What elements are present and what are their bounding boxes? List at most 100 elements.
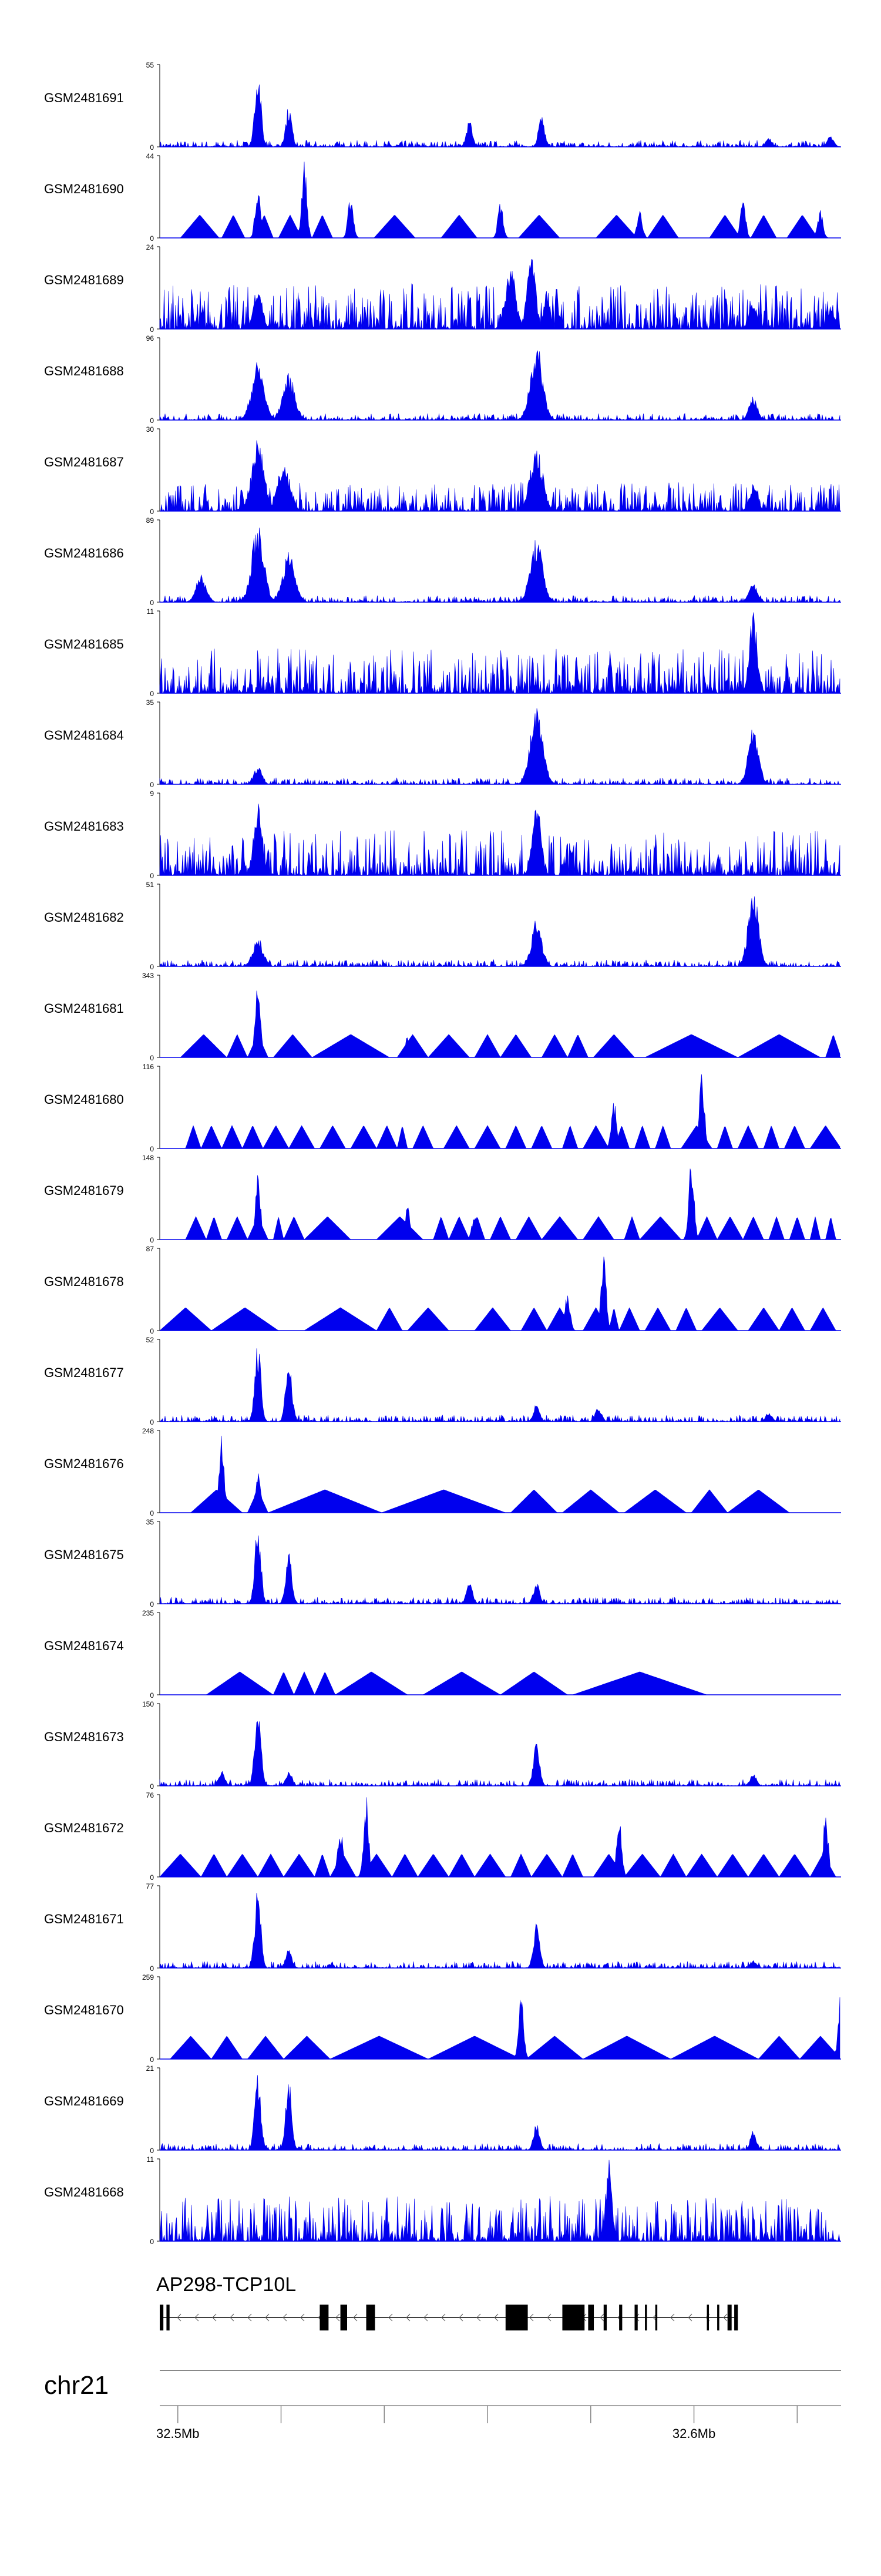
y-tick-label: 0 [150,1054,154,1062]
y-tick-label: 0 [150,143,154,152]
coverage-area [160,162,840,239]
strand-arrow [335,2313,340,2322]
strand-arrow [265,2313,270,2322]
y-tick-label: 0 [150,599,154,607]
track-label: GSM2481669 [44,2094,124,2108]
y-tick-label: 0 [150,1691,154,1700]
coverage-area [159,1348,840,1423]
strand-arrow [600,2313,604,2322]
y-tick-label: 52 [146,1336,154,1344]
y-tick-label: 0 [150,1782,154,1791]
y-tick-label: 9 [150,790,154,798]
y-tick-label: 35 [146,698,154,707]
strand-arrow [688,2313,692,2322]
y-tick-label: 21 [146,2064,154,2073]
gene-exon [588,2305,594,2330]
strand-arrow [723,2313,728,2322]
strand-arrow [353,2313,358,2322]
track-label: GSM2481689 [44,273,124,287]
strand-arrow [177,2313,181,2322]
coverage-area [159,1721,840,1787]
chromosome-label: chr21 [44,2371,109,2400]
track-label: GSM2481671 [44,1912,124,1926]
gene-exon [655,2305,658,2330]
track-label: GSM2481680 [44,1092,124,1107]
y-tick-label: 0 [150,1873,154,1882]
coverage-area [160,990,840,1058]
track-label: GSM2481674 [44,1638,124,1653]
y-tick-label: 87 [146,1245,154,1253]
track-label: GSM2481672 [44,1821,124,1835]
track-label: GSM2481684 [44,728,124,743]
coverage-area [159,896,840,968]
strand-arrow [547,2313,552,2322]
coverage-area [159,1257,840,1331]
gene-exon [634,2305,638,2330]
coverage-area [159,1893,840,1969]
strand-arrow [247,2313,252,2322]
coverage-area [160,1168,840,1240]
strand-arrow [476,2313,481,2322]
y-tick-label: 30 [146,425,154,434]
gene-exon [160,2305,164,2330]
y-tick-label: 0 [150,1964,154,1973]
track-label: GSM2481686 [44,546,124,560]
y-tick-label: 0 [150,872,154,880]
strand-arrow [230,2313,234,2322]
coverage-area [160,1074,840,1149]
track-label: GSM2481677 [44,1365,124,1380]
y-tick-label: 11 [147,2155,154,2164]
strand-arrow [212,2313,217,2322]
gene-exon [727,2305,732,2330]
x-tick-label: 32.5Mb [156,2426,199,2441]
track-label: GSM2481682 [44,910,124,925]
y-tick-label: 150 [142,1700,154,1708]
gene-exon [734,2305,738,2330]
y-tick-label: 0 [150,1600,154,1608]
strand-arrow [670,2313,675,2322]
y-tick-label: 0 [150,417,154,425]
y-tick-label: 0 [150,2056,154,2064]
coverage-area [159,528,840,603]
y-tick-label: 116 [143,1063,154,1071]
gene-exon [166,2305,170,2330]
y-tick-label: 55 [146,61,154,69]
coverage-area [159,2075,840,2151]
coverage-area [160,1671,840,1695]
strand-arrow [300,2313,305,2322]
strand-arrow [423,2313,428,2322]
coverage-area [159,804,840,876]
y-tick-label: 0 [150,508,154,516]
y-tick-label: 0 [150,325,154,334]
track-label: GSM2481673 [44,1729,124,1744]
track-label: GSM2481678 [44,1274,124,1289]
y-tick-label: 148 [142,1154,154,1162]
y-tick-label: 0 [150,2238,154,2246]
coverage-area [159,1797,840,1878]
strand-arrow [406,2313,411,2322]
y-tick-label: 0 [150,234,154,243]
coverage-area [159,2159,840,2242]
track-label: GSM2481676 [44,1456,124,1471]
strand-arrow [441,2313,446,2322]
y-tick-label: 0 [150,1145,154,1153]
y-tick-label: 343 [142,972,154,980]
strand-arrow [283,2313,287,2322]
y-tick-label: 235 [142,1609,154,1617]
y-tick-label: 0 [150,1509,154,1517]
y-tick-label: 0 [150,1418,154,1426]
coverage-area [160,1435,840,1513]
track-label: GSM2481687 [44,455,124,469]
y-tick-label: 0 [150,963,154,971]
track-label: GSM2481675 [44,1547,124,1562]
y-tick-label: 248 [142,1427,154,1435]
coverage-area [159,84,840,148]
gene-exon [366,2305,375,2330]
strand-arrow [194,2313,199,2322]
strand-arrow [494,2313,499,2322]
gene-exon [603,2305,607,2330]
y-tick-label: 0 [150,2147,154,2155]
x-tick-label: 32.6Mb [672,2426,715,2441]
y-tick-label: 76 [146,1791,154,1799]
